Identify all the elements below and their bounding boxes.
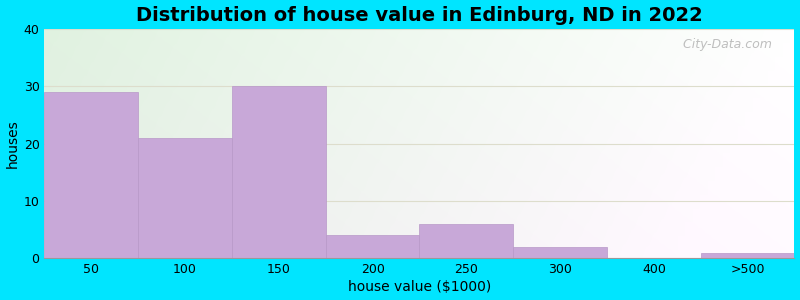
Bar (701, 253, 794, 258)
X-axis label: house value ($1000): house value ($1000) (348, 280, 491, 294)
Text: City-Data.com: City-Data.com (679, 38, 772, 51)
Bar (326, 236, 419, 258)
Title: Distribution of house value in Edinburg, ND in 2022: Distribution of house value in Edinburg,… (136, 6, 703, 25)
Y-axis label: houses: houses (6, 119, 19, 168)
Bar (513, 247, 607, 258)
Bar (138, 138, 232, 258)
Bar (45, 92, 138, 258)
Bar (232, 86, 326, 258)
Bar (419, 224, 513, 258)
